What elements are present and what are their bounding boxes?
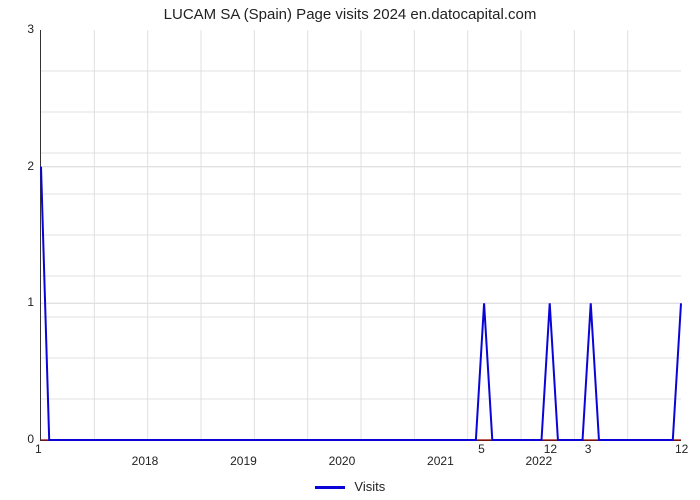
x-month-label: 12 [675, 442, 688, 456]
x-year-label: 2019 [230, 454, 257, 468]
chart-svg [41, 30, 681, 440]
y-tick-label: 2 [27, 159, 34, 173]
y-tick-label: 3 [27, 22, 34, 36]
x-year-label: 2018 [132, 454, 159, 468]
y-tick-label: 0 [27, 432, 34, 446]
chart-title: LUCAM SA (Spain) Page visits 2024 en.dat… [0, 6, 700, 23]
chart-container: LUCAM SA (Spain) Page visits 2024 en.dat… [0, 0, 700, 500]
x-month-label: 12 [544, 442, 557, 456]
x-month-label: 5 [478, 442, 485, 456]
x-year-label: 2022 [526, 454, 553, 468]
legend-swatch [315, 486, 345, 489]
legend-label: Visits [354, 479, 385, 494]
x-month-label: 3 [585, 442, 592, 456]
x-year-label: 2020 [329, 454, 356, 468]
y-tick-label: 1 [27, 295, 34, 309]
x-month-label: 1 [35, 442, 42, 456]
x-year-label: 2021 [427, 454, 454, 468]
plot-area [40, 30, 681, 441]
legend: Visits [0, 479, 700, 494]
